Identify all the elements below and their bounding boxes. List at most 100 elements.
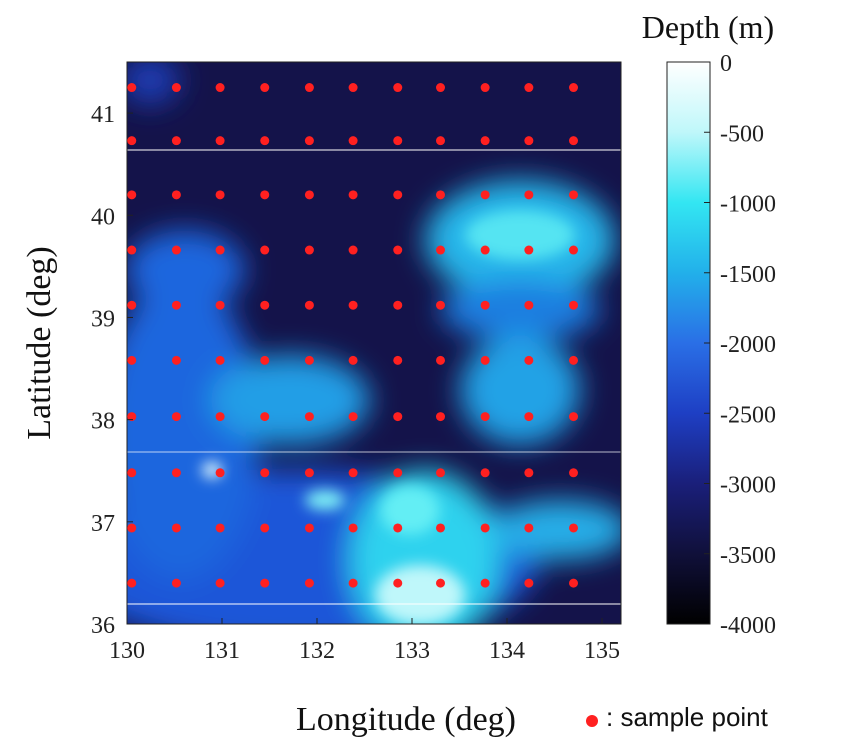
x-tick-label-3: 133 xyxy=(394,638,430,664)
sample-point-7-1 xyxy=(171,468,181,478)
sample-point-2-1 xyxy=(171,190,181,200)
sample-point-6-3 xyxy=(260,412,270,422)
sample-point-4-9 xyxy=(524,300,534,310)
sample-point-7-0 xyxy=(127,468,137,478)
sample-point-9-0 xyxy=(127,578,137,588)
sample-point-2-5 xyxy=(348,190,358,200)
sample-point-7-8 xyxy=(480,468,490,478)
sample-point-3-7 xyxy=(436,245,445,255)
sample-point-5-10 xyxy=(569,355,578,365)
sample-point-9-5 xyxy=(348,578,358,588)
sample-point-4-6 xyxy=(393,300,403,310)
sample-point-8-6 xyxy=(393,523,403,533)
sample-point-9-7 xyxy=(436,578,445,588)
y-axis-ticks: 36 37 38 39 40 41 xyxy=(91,102,133,639)
sample-point-0-7 xyxy=(436,83,445,93)
sample-point-2-0 xyxy=(127,190,137,200)
sample-point-8-0 xyxy=(127,523,137,533)
sample-point-9-9 xyxy=(524,578,534,588)
x-tick-label-1: 131 xyxy=(204,638,240,664)
sample-point-4-5 xyxy=(348,300,358,310)
sample-point-4-0 xyxy=(127,300,137,310)
sample-point-3-5 xyxy=(348,245,358,255)
sample-point-7-9 xyxy=(524,468,534,478)
y-tick-label-0: 36 xyxy=(91,613,115,639)
colorbar-tick-label-2: -1000 xyxy=(720,192,776,218)
sample-point-1-9 xyxy=(524,136,534,146)
colorbar-tick-label-4: -2000 xyxy=(720,332,776,358)
sample-point-7-3 xyxy=(260,468,270,478)
sample-point-3-10 xyxy=(569,245,578,255)
sample-point-0-3 xyxy=(260,83,270,93)
sample-point-7-7 xyxy=(436,468,445,478)
colorbar-tick-label-3: -1500 xyxy=(720,262,776,288)
sample-point-3-1 xyxy=(171,245,181,255)
sample-point-2-2 xyxy=(215,190,225,200)
sample-point-0-2 xyxy=(215,83,225,93)
sample-point-1-0 xyxy=(127,136,137,146)
sample-point-0-9 xyxy=(524,83,534,93)
sample-point-3-4 xyxy=(304,245,314,255)
sample-point-5-5 xyxy=(348,355,358,365)
sample-point-1-7 xyxy=(436,136,445,146)
sample-point-3-8 xyxy=(480,245,490,255)
y-axis-label: Latitude (deg) xyxy=(21,246,58,440)
x-tick-label-2: 132 xyxy=(299,638,335,664)
sample-point-8-8 xyxy=(480,523,490,533)
sample-point-8-2 xyxy=(215,523,225,533)
sample-point-8-1 xyxy=(171,523,181,533)
sample-point-3-9 xyxy=(524,245,534,255)
x-tick-label-4: 134 xyxy=(489,638,525,664)
sample-point-6-1 xyxy=(171,412,181,422)
sample-point-5-9 xyxy=(524,355,534,365)
sample-point-3-0 xyxy=(127,245,137,255)
colorbar-title: Depth (m) xyxy=(642,9,774,45)
sample-point-4-3 xyxy=(260,300,270,310)
sample-point-5-7 xyxy=(436,355,445,365)
sample-point-2-6 xyxy=(393,190,403,200)
legend-label: : sample point xyxy=(606,702,769,732)
x-tick-label-5: 135 xyxy=(584,638,620,664)
sample-point-5-0 xyxy=(127,355,137,365)
sample-point-8-4 xyxy=(304,523,314,533)
sample-point-4-7 xyxy=(436,300,445,310)
sample-point-5-3 xyxy=(260,355,270,365)
sample-point-3-6 xyxy=(393,245,403,255)
x-axis-ticks: 130 131 132 133 134 135 xyxy=(109,618,620,664)
sample-point-4-1 xyxy=(171,300,181,310)
sample-point-6-4 xyxy=(304,412,314,422)
sample-point-3-3 xyxy=(260,245,270,255)
sample-point-0-5 xyxy=(348,83,358,93)
sample-point-5-4 xyxy=(304,355,314,365)
sample-point-0-1 xyxy=(171,83,181,93)
heatmap xyxy=(127,62,621,624)
sample-point-2-4 xyxy=(304,190,314,200)
colorbar xyxy=(666,61,711,625)
colorbar-ticks: 0 -500 -1000 -1500 -2000 -2500 -3000 -3500 -4000 xyxy=(704,51,776,639)
sample-point-5-8 xyxy=(480,355,490,365)
sample-point-5-6 xyxy=(393,355,403,365)
sample-point-4-4 xyxy=(304,300,314,310)
y-tick-label-2: 38 xyxy=(91,409,115,435)
sample-point-7-10 xyxy=(569,468,578,478)
sample-point-6-8 xyxy=(480,412,490,422)
sample-point-4-8 xyxy=(480,300,490,310)
sample-point-2-7 xyxy=(436,190,445,200)
x-axis-label: Longitude (deg) xyxy=(296,701,516,738)
plot-frame xyxy=(126,61,622,625)
sample-point-6-7 xyxy=(436,412,445,422)
colorbar-tick-label-7: -3500 xyxy=(720,543,776,569)
sample-point-3-2 xyxy=(215,245,225,255)
sample-point-8-10 xyxy=(569,523,578,533)
sample-point-9-10 xyxy=(569,578,578,588)
sample-point-5-1 xyxy=(171,355,181,365)
sample-point-6-9 xyxy=(524,412,534,422)
sample-point-0-8 xyxy=(480,83,490,93)
sample-point-6-0 xyxy=(127,412,137,422)
sample-point-7-6 xyxy=(393,468,403,478)
colorbar-tick-label-6: -3000 xyxy=(720,473,776,499)
sample-point-7-2 xyxy=(215,468,225,478)
sample-point-4-10 xyxy=(569,300,578,310)
sample-point-0-6 xyxy=(393,83,403,93)
sample-point-5-2 xyxy=(215,355,225,365)
